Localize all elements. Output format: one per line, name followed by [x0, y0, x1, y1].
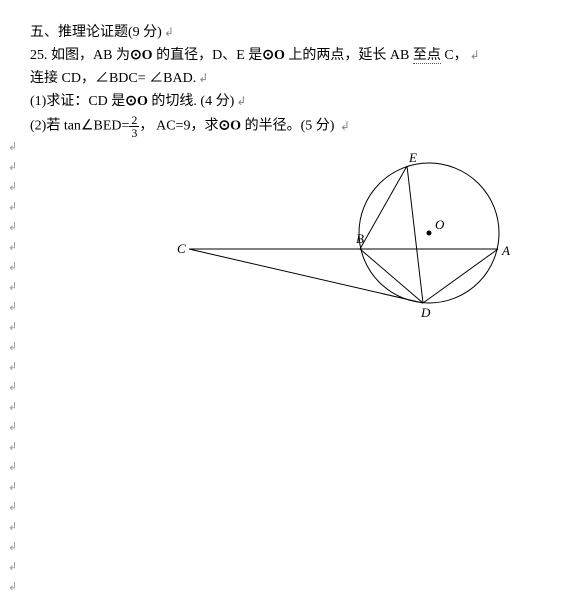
circle-o-symbol: ⊙O — [262, 48, 285, 63]
section-title: 五、推理论证题(9 分)↲ — [30, 22, 549, 43]
text: 的半径。(5 分) — [241, 119, 334, 134]
text: (2)若 tan∠BED= — [30, 119, 129, 134]
para-mark-icon: ↲ — [164, 25, 174, 39]
para-mark-icon: ↲ — [236, 94, 246, 108]
underlined-text: 至点 — [413, 48, 441, 64]
geometry-figure: C B A O D E — [149, 143, 529, 323]
text: 的切线. (4 分) — [148, 94, 234, 109]
svg-text:A: A — [501, 243, 510, 258]
circle-o-symbol: ⊙O — [218, 119, 241, 134]
text: 的直径，D、E 是 — [153, 48, 263, 63]
svg-text:C: C — [177, 241, 186, 256]
figure-container: C B A O D E — [30, 143, 549, 328]
text: C， — [441, 48, 468, 63]
fraction-denominator: 3 — [129, 127, 139, 139]
problem-line-2: 连接 CD，∠BDC= ∠BAD.↲ — [30, 68, 549, 89]
section-title-text: 五、推理论证题(9 分) — [30, 25, 162, 40]
circle-o-symbol: ⊙O — [125, 94, 148, 109]
part-2: (2)若 tan∠BED=23， AC=9，求⊙O 的半径。(5 分) ↲ — [30, 114, 549, 139]
para-mark-icon: ↲ — [340, 119, 350, 133]
text: (1)求证：CD 是 — [30, 94, 125, 109]
text: 如图，AB 为 — [51, 48, 130, 63]
text: 上的两点，延长 AB — [285, 48, 413, 63]
problem-number: 25. — [30, 48, 48, 63]
para-mark-icon: ↲ — [470, 48, 480, 62]
circle-o-symbol: ⊙O — [130, 48, 153, 63]
svg-text:E: E — [408, 150, 417, 165]
svg-text:O: O — [435, 217, 445, 232]
para-mark-icon: ↲ — [198, 71, 208, 85]
problem-line-1: 25. 如图，AB 为⊙O 的直径，D、E 是⊙O 上的两点，延长 AB 至点 … — [30, 45, 549, 66]
svg-text:D: D — [420, 305, 431, 320]
paragraph-marks: ↲↲↲ ↲↲↲ ↲↲↲ ↲↲↲ ↲↲↲ ↲↲↲ ↲↲↲ ↲↲ — [8, 140, 17, 600]
text: 连接 CD，∠BDC= ∠BAD. — [30, 71, 196, 86]
fraction: 23 — [129, 114, 139, 139]
svg-text:B: B — [356, 231, 364, 246]
part-1: (1)求证：CD 是⊙O 的切线. (4 分)↲ — [30, 91, 549, 112]
text: ， AC=9，求 — [139, 119, 218, 134]
